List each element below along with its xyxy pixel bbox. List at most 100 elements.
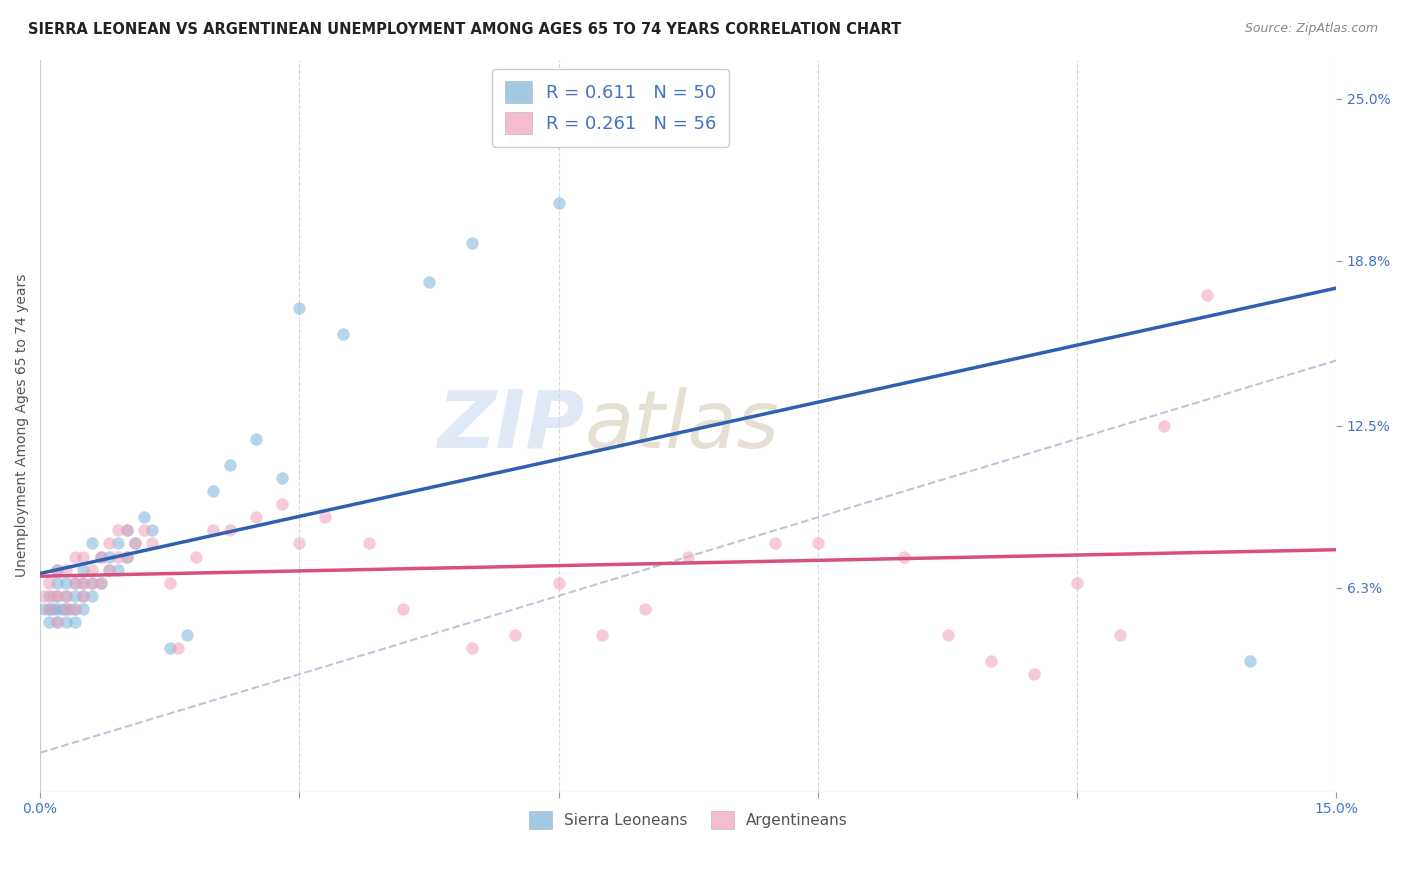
Point (807, 536, 830, 550)
Point (38, 602, 60, 616)
Point (55, 615, 77, 629)
Legend: Sierra Leoneans, Argentineans: Sierra Leoneans, Argentineans (523, 805, 853, 836)
Point (107, 563, 129, 577)
Point (46, 615, 69, 629)
Point (59, 602, 82, 616)
Point (72, 589, 94, 603)
Point (34, 602, 56, 616)
Point (98, 536, 121, 550)
Point (63, 589, 86, 603)
Point (176, 628, 198, 642)
Point (38, 575, 60, 590)
Point (547, 575, 569, 590)
Point (46, 563, 69, 577)
Point (72, 575, 94, 590)
Point (461, 235, 484, 250)
Point (357, 536, 380, 550)
Point (219, 458, 242, 472)
Point (271, 497, 294, 511)
Point (115, 524, 138, 538)
Point (80, 575, 103, 590)
Point (38, 589, 60, 603)
Point (72, 575, 94, 590)
Point (392, 602, 415, 616)
Point (55, 575, 77, 590)
Point (980, 654, 1002, 668)
Point (159, 575, 181, 590)
Point (141, 536, 163, 550)
Point (591, 628, 613, 642)
Point (72, 602, 94, 616)
Point (63, 602, 86, 616)
Point (763, 536, 786, 550)
Point (46, 615, 69, 629)
Point (98, 563, 121, 577)
Point (42, 602, 65, 616)
Point (63, 549, 86, 564)
Point (547, 196, 569, 211)
Point (38, 602, 60, 616)
Point (245, 432, 267, 446)
Point (98, 563, 121, 577)
Point (107, 524, 129, 538)
Point (90, 549, 112, 564)
Point (55, 589, 77, 603)
Point (1022, 667, 1045, 681)
Point (80, 563, 103, 577)
Point (634, 602, 657, 616)
Point (271, 471, 294, 485)
Point (90, 575, 112, 590)
Point (505, 628, 527, 642)
Point (55, 602, 77, 616)
Point (288, 301, 311, 315)
Point (115, 524, 138, 538)
Point (936, 628, 959, 642)
Point (141, 524, 163, 538)
Point (314, 510, 336, 524)
Point (90, 549, 112, 564)
Point (38, 615, 60, 629)
Point (288, 536, 311, 550)
Point (201, 524, 224, 538)
Point (98, 549, 121, 564)
Point (63, 575, 86, 590)
Y-axis label: Unemployment Among Ages 65 to 74 years: Unemployment Among Ages 65 to 74 years (15, 274, 30, 577)
Point (46, 575, 69, 590)
Point (34, 589, 56, 603)
Point (46, 602, 69, 616)
Point (55, 589, 77, 603)
Point (124, 536, 146, 550)
Point (159, 641, 181, 656)
Point (63, 602, 86, 616)
Point (80, 589, 103, 603)
Point (51, 602, 73, 616)
Point (63, 615, 86, 629)
Point (115, 549, 138, 564)
Point (80, 536, 103, 550)
Point (80, 575, 103, 590)
Point (418, 275, 440, 289)
Point (201, 484, 224, 499)
Point (219, 524, 242, 538)
Point (46, 563, 69, 577)
Point (55, 602, 77, 616)
Point (893, 549, 915, 564)
Point (1109, 628, 1132, 642)
Text: SIERRA LEONEAN VS ARGENTINEAN UNEMPLOYMENT AMONG AGES 65 TO 74 YEARS CORRELATION: SIERRA LEONEAN VS ARGENTINEAN UNEMPLOYME… (28, 22, 901, 37)
Point (461, 641, 484, 656)
Text: Source: ZipAtlas.com: Source: ZipAtlas.com (1244, 22, 1378, 36)
Point (107, 536, 129, 550)
Point (332, 327, 354, 342)
Text: ZIP: ZIP (437, 387, 585, 465)
Point (245, 510, 267, 524)
Point (1239, 654, 1261, 668)
Point (46, 589, 69, 603)
Text: atlas: atlas (585, 387, 779, 465)
Point (124, 536, 146, 550)
Point (55, 563, 77, 577)
Point (167, 641, 190, 656)
Point (46, 589, 69, 603)
Point (132, 524, 155, 538)
Point (184, 549, 207, 564)
Point (132, 510, 155, 524)
